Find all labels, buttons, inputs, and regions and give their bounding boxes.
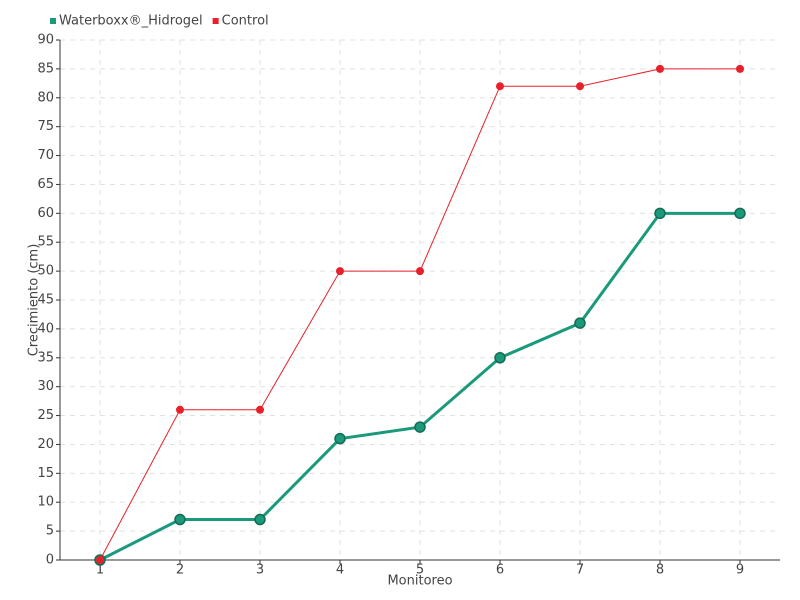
y-tick-label: 50 [37,264,54,279]
point [656,64,664,73]
point [96,556,104,564]
y-tick-label: 85 [37,61,54,76]
y-tick-label: 25 [37,408,54,423]
x-tick-label: 1 [96,563,104,578]
point [334,432,346,445]
point [654,207,666,220]
y-tick-label: 40 [37,321,54,336]
point [576,82,584,91]
point [174,513,186,526]
point [414,421,426,433]
y-tick-label: 70 [37,148,54,163]
y-tick-label: 75 [37,119,54,134]
point [736,64,744,73]
legend-label: Waterboxx®_Hidrogel [59,14,203,29]
y-tick-label: 0 [46,553,54,568]
y-tick-label: 55 [37,235,54,250]
y-tick-label: 60 [37,206,54,221]
x-tick-label: 5 [416,563,424,578]
x-tick-label: 3 [256,563,264,578]
point [176,405,184,414]
legend-swatch [212,18,219,24]
y-tick-label: 5 [46,524,54,539]
x-tick-label: 6 [496,563,504,578]
point [256,405,264,414]
y-tick-label: 20 [37,437,54,452]
x-tick-label: 4 [336,563,344,578]
x-tick-label: 2 [176,563,184,578]
point [336,267,344,276]
point [496,82,504,91]
point [574,317,586,329]
y-tick-label: 45 [37,293,54,308]
point [254,513,266,526]
point [734,207,746,220]
y-tick-label: 80 [37,90,54,105]
y-axis-label: Crecimiento (cm) [27,244,42,357]
legend-label: Control [222,14,269,29]
y-tick-label: 35 [37,350,54,365]
point [416,267,424,276]
legend-swatch [50,18,56,24]
x-tick-label: 9 [736,563,744,578]
y-tick-label: 10 [37,495,54,510]
y-tick-label: 90 [37,33,54,48]
point [494,352,506,364]
x-tick-label: 7 [576,563,584,578]
y-tick-label: 65 [37,177,54,192]
x-axis-label: Monitoreo [387,574,452,589]
y-tick-label: 15 [37,466,54,481]
x-tick-label: 8 [656,563,664,578]
y-tick-label: 30 [37,379,54,394]
